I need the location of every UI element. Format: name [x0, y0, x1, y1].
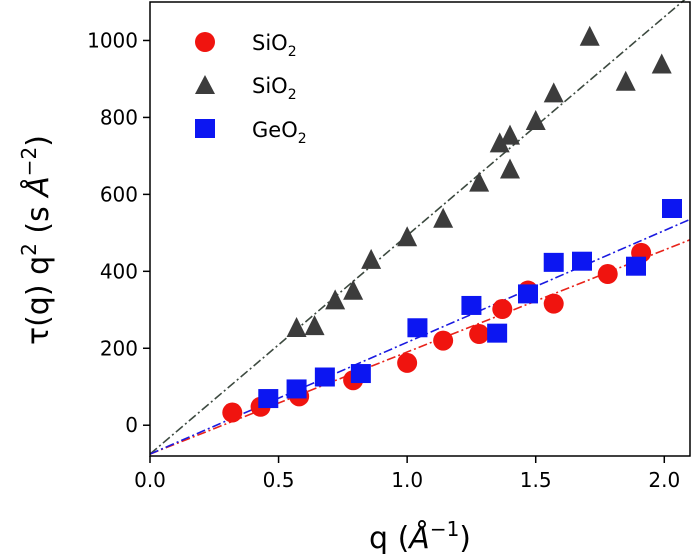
x-axis-label: q (Å−1) — [369, 517, 471, 554]
y-tick-label: 800 — [100, 105, 138, 129]
y-tick-label: 200 — [100, 336, 138, 360]
point-triangle-3 — [343, 279, 364, 300]
y-tick-label: 400 — [100, 259, 138, 283]
x-tick-label: 0.0 — [134, 468, 166, 492]
legend-label-geo2: GeO2 — [252, 118, 307, 147]
point-triangle-9 — [500, 158, 520, 179]
point-square-11 — [662, 198, 682, 218]
point-square-10 — [626, 256, 646, 276]
legend-marker-square — [195, 119, 215, 138]
point-triangle-6 — [433, 207, 454, 228]
point-triangle-13 — [579, 25, 600, 46]
y-tick-label: 0 — [125, 413, 138, 437]
point-square-4 — [407, 318, 428, 338]
point-square-0 — [258, 389, 279, 409]
point-triangle-5 — [397, 226, 418, 247]
y-tick-label: 1000 — [87, 28, 138, 52]
x-tick-label: 2.0 — [648, 468, 680, 492]
point-triangle-10 — [500, 124, 520, 145]
point-triangle-4 — [361, 248, 382, 269]
point-triangle-8 — [489, 132, 510, 153]
point-square-9 — [572, 251, 592, 271]
point-square-3 — [350, 364, 371, 384]
point-circle-10 — [597, 264, 618, 285]
fit-lines — [149, 0, 691, 455]
fit-line-0 — [149, 0, 686, 455]
point-circle-5 — [433, 330, 454, 351]
x-axis-ticks: 0.0 0.5 1.0 1.5 2.0 — [134, 456, 680, 492]
point-triangle-12 — [543, 82, 564, 103]
point-circle-9 — [543, 293, 564, 314]
data-points — [222, 25, 682, 423]
x-tick-label: 0.5 — [263, 468, 295, 492]
legend-marker-triangle — [195, 75, 215, 94]
point-square-2 — [314, 367, 335, 387]
point-square-1 — [286, 379, 307, 399]
point-triangle-14 — [615, 70, 636, 91]
point-square-7 — [518, 284, 538, 304]
point-square-6 — [487, 323, 508, 343]
legend-marker-circle — [195, 32, 215, 52]
x-tick-label: 1.5 — [520, 468, 552, 492]
legend-label-sio2-circle: SiO2 — [252, 31, 297, 60]
y-axis-ticks: 0 200 400 600 800 1000 — [87, 28, 150, 437]
point-circle-4 — [397, 352, 418, 373]
plot-frame — [149, 1, 691, 457]
y-axis-label: τ(q) q2 (s Å−2) — [17, 135, 56, 345]
point-triangle-2 — [325, 289, 346, 310]
point-circle-7 — [492, 299, 513, 320]
y-tick-label: 600 — [100, 182, 138, 206]
point-triangle-11 — [525, 110, 546, 131]
point-circle-6 — [469, 324, 490, 345]
legend: SiO2 SiO2 GeO2 — [195, 31, 307, 147]
x-tick-label: 1.0 — [391, 468, 423, 492]
point-triangle-7 — [469, 171, 490, 192]
point-circle-0 — [222, 402, 243, 423]
point-triangle-1 — [304, 315, 325, 336]
point-square-5 — [461, 295, 482, 315]
point-triangle-0 — [286, 317, 307, 338]
legend-label-sio2-triangle: SiO2 — [252, 74, 297, 103]
point-triangle-15 — [651, 53, 672, 74]
point-square-8 — [543, 252, 564, 272]
